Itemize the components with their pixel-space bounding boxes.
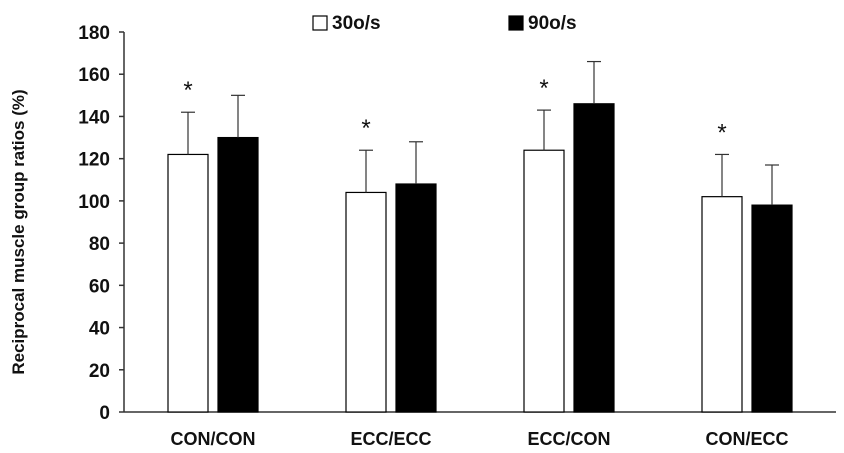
y-tick-label: 80 [89,234,110,255]
significance-marker: * [183,77,192,104]
annotations: * * * * [183,75,726,146]
legend: 30o/s 90o/s [312,13,577,34]
bar-series1 [345,191,387,413]
x-tick-label: CON/ECC [705,429,788,449]
x-tick-label: ECC/ECC [350,429,431,449]
legend-swatch [312,15,328,31]
error-bars [181,60,779,206]
y-axis-label: Reciprocal muscle group ratios (%) [9,89,28,374]
y-tick-label: 40 [89,319,110,340]
y-tick-label: 20 [89,361,110,382]
y-tick-label: 180 [78,23,110,44]
significance-marker: * [539,75,548,102]
y-tick-label: 60 [89,276,110,297]
bar-series2 [217,136,259,413]
y-tick-label: 160 [78,65,110,86]
bar-series2 [395,183,437,413]
axes: 0 20 40 60 80 100 120 140 160 180 CON/CON ECC/ECC EC… [78,23,836,449]
significance-marker: * [361,115,370,142]
bar-series1 [523,149,565,413]
bar-series1 [701,196,743,413]
bars [167,103,793,413]
y-tick-label: 120 [78,150,110,171]
bar-series2 [573,103,615,413]
x-tick-label: ECC/CON [527,429,610,449]
legend-label: 30o/s [332,13,381,34]
legend-swatch [508,15,524,31]
significance-marker: * [717,119,726,146]
x-tick-label: CON/CON [171,429,256,449]
bar-series1 [167,153,209,413]
y-tick-label: 100 [78,192,110,213]
y-tick-label: 0 [99,403,110,424]
y-tick-label: 140 [78,107,110,128]
bar-series2 [751,204,793,413]
legend-label: 90o/s [528,13,577,34]
